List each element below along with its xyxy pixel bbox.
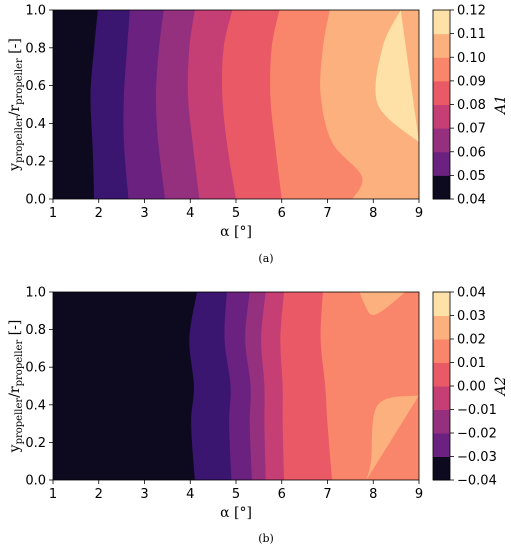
colorbar-band — [433, 292, 450, 316]
colorbar-band — [433, 10, 450, 35]
x-tick-label: 5 — [232, 487, 240, 502]
colorbar-tick-label: −0.01 — [457, 403, 497, 418]
colorbar-tick-label: 0.07 — [457, 122, 486, 137]
x-tick-label: 5 — [232, 206, 240, 221]
y-tick-label: 0.4 — [25, 117, 46, 132]
colorbar-tick-label: 0.06 — [457, 145, 486, 160]
y-tick-label: 0.4 — [25, 398, 46, 413]
colorbar-band — [433, 386, 450, 410]
y-axis-label: ypropeller/rpropeller [-] — [7, 320, 25, 454]
colorbar-tick-label: 0.05 — [457, 169, 486, 184]
x-axis-label: α [°] — [220, 224, 252, 240]
x-tick-label: 9 — [415, 206, 423, 221]
x-tick-label: 9 — [415, 487, 423, 502]
colorbar-tick-label: 0.04 — [457, 286, 486, 301]
x-tick-label: 1 — [49, 206, 57, 221]
y-tick-label: 0.2 — [25, 155, 46, 170]
panel-b: 1 2 3 4 5 6 7 8 9 0.0 0.2 0.4 0.6 0.8 1.0 α [°] ypropell… — [7, 286, 509, 546]
colorbar-band — [433, 409, 450, 434]
panel-a: 1 2 3 4 5 6 7 8 9 0.0 0.2 0.4 0.6 0.8 1.0 α [°] ypropell… — [7, 4, 509, 266]
x-tick-label: 4 — [186, 487, 194, 502]
colorbar: 0.04 0.03 0.02 0.01 0.00 −0.01 −0.02 −0.03 −0.04… — [432, 286, 509, 489]
y-tick-label: 0.8 — [25, 41, 46, 56]
colorbar: 0.04 0.05 0.06 0.07 0.08 0.09 0.10 0.11 0.12 A1 — [432, 4, 509, 208]
contour-band-0.12 — [375, 10, 419, 143]
x-tick-label: 7 — [323, 206, 331, 221]
panel-caption: (b) — [258, 532, 274, 545]
panel-caption: (a) — [258, 252, 273, 265]
y-tick-label: 0.8 — [25, 323, 46, 338]
colorbar-tick-label: 0.11 — [457, 27, 486, 42]
colorbar-label: A1 — [493, 95, 509, 116]
colorbar-band — [433, 315, 450, 340]
contour-band-0.03 — [359, 292, 406, 316]
colorbar-band — [433, 362, 450, 387]
x-tick-label: 1 — [49, 487, 57, 502]
x-tick-label: 3 — [140, 487, 148, 502]
colorbar-tick-label: 0.03 — [457, 309, 486, 324]
contour-band-0.02 — [320, 292, 419, 480]
colorbar-tick-label: 0.02 — [457, 333, 486, 348]
y-tick-label: 0.0 — [25, 474, 46, 489]
colorbar-tick-label: 0.10 — [457, 51, 486, 66]
y-tick-label: 0.2 — [25, 436, 46, 451]
colorbar-tick-label: −0.02 — [457, 427, 497, 442]
colorbar-band — [433, 151, 450, 176]
colorbar-band — [433, 456, 450, 481]
contour-band-0.03 — [366, 395, 419, 480]
colorbar-band — [433, 433, 450, 457]
colorbar-tick-label: 0.12 — [457, 4, 486, 19]
x-tick-label: 7 — [323, 487, 331, 502]
colorbar-band — [433, 128, 450, 153]
colorbar-tick-label: 0.01 — [457, 356, 486, 371]
colorbar-tick-label: 0.09 — [457, 74, 486, 89]
colorbar-band — [433, 339, 450, 363]
colorbar-band — [433, 80, 450, 105]
y-tick-label: 1.0 — [25, 4, 46, 19]
x-tick-label: 6 — [278, 487, 286, 502]
colorbar-tick-label: −0.04 — [457, 474, 497, 489]
x-tick-label: 2 — [95, 206, 103, 221]
x-tick-label: 4 — [186, 206, 194, 221]
colorbar-tick-label: 0.00 — [457, 380, 486, 395]
x-tick-label: 2 — [95, 487, 103, 502]
y-axis-label: ypropeller/rpropeller [-] — [7, 38, 25, 172]
y-tick-label: 0.6 — [25, 361, 46, 376]
x-tick-label: 8 — [369, 487, 377, 502]
y-tick-label: 0.0 — [25, 193, 46, 208]
y-tick-label: 0.6 — [25, 79, 46, 94]
colorbar-tick-label: 0.08 — [457, 98, 486, 113]
x-tick-label: 3 — [140, 206, 148, 221]
colorbar-band — [433, 175, 450, 200]
colorbar-band — [433, 33, 450, 58]
x-tick-label: 6 — [278, 206, 286, 221]
colorbar-tick-label: 0.04 — [457, 193, 486, 208]
colorbar-band — [433, 104, 450, 129]
x-axis-label: α [°] — [220, 505, 252, 521]
colorbar-band — [433, 57, 450, 82]
colorbar-tick-label: −0.03 — [457, 450, 497, 465]
colorbar-label: A2 — [493, 376, 509, 397]
y-tick-label: 1.0 — [25, 286, 46, 301]
x-tick-label: 8 — [369, 206, 377, 221]
